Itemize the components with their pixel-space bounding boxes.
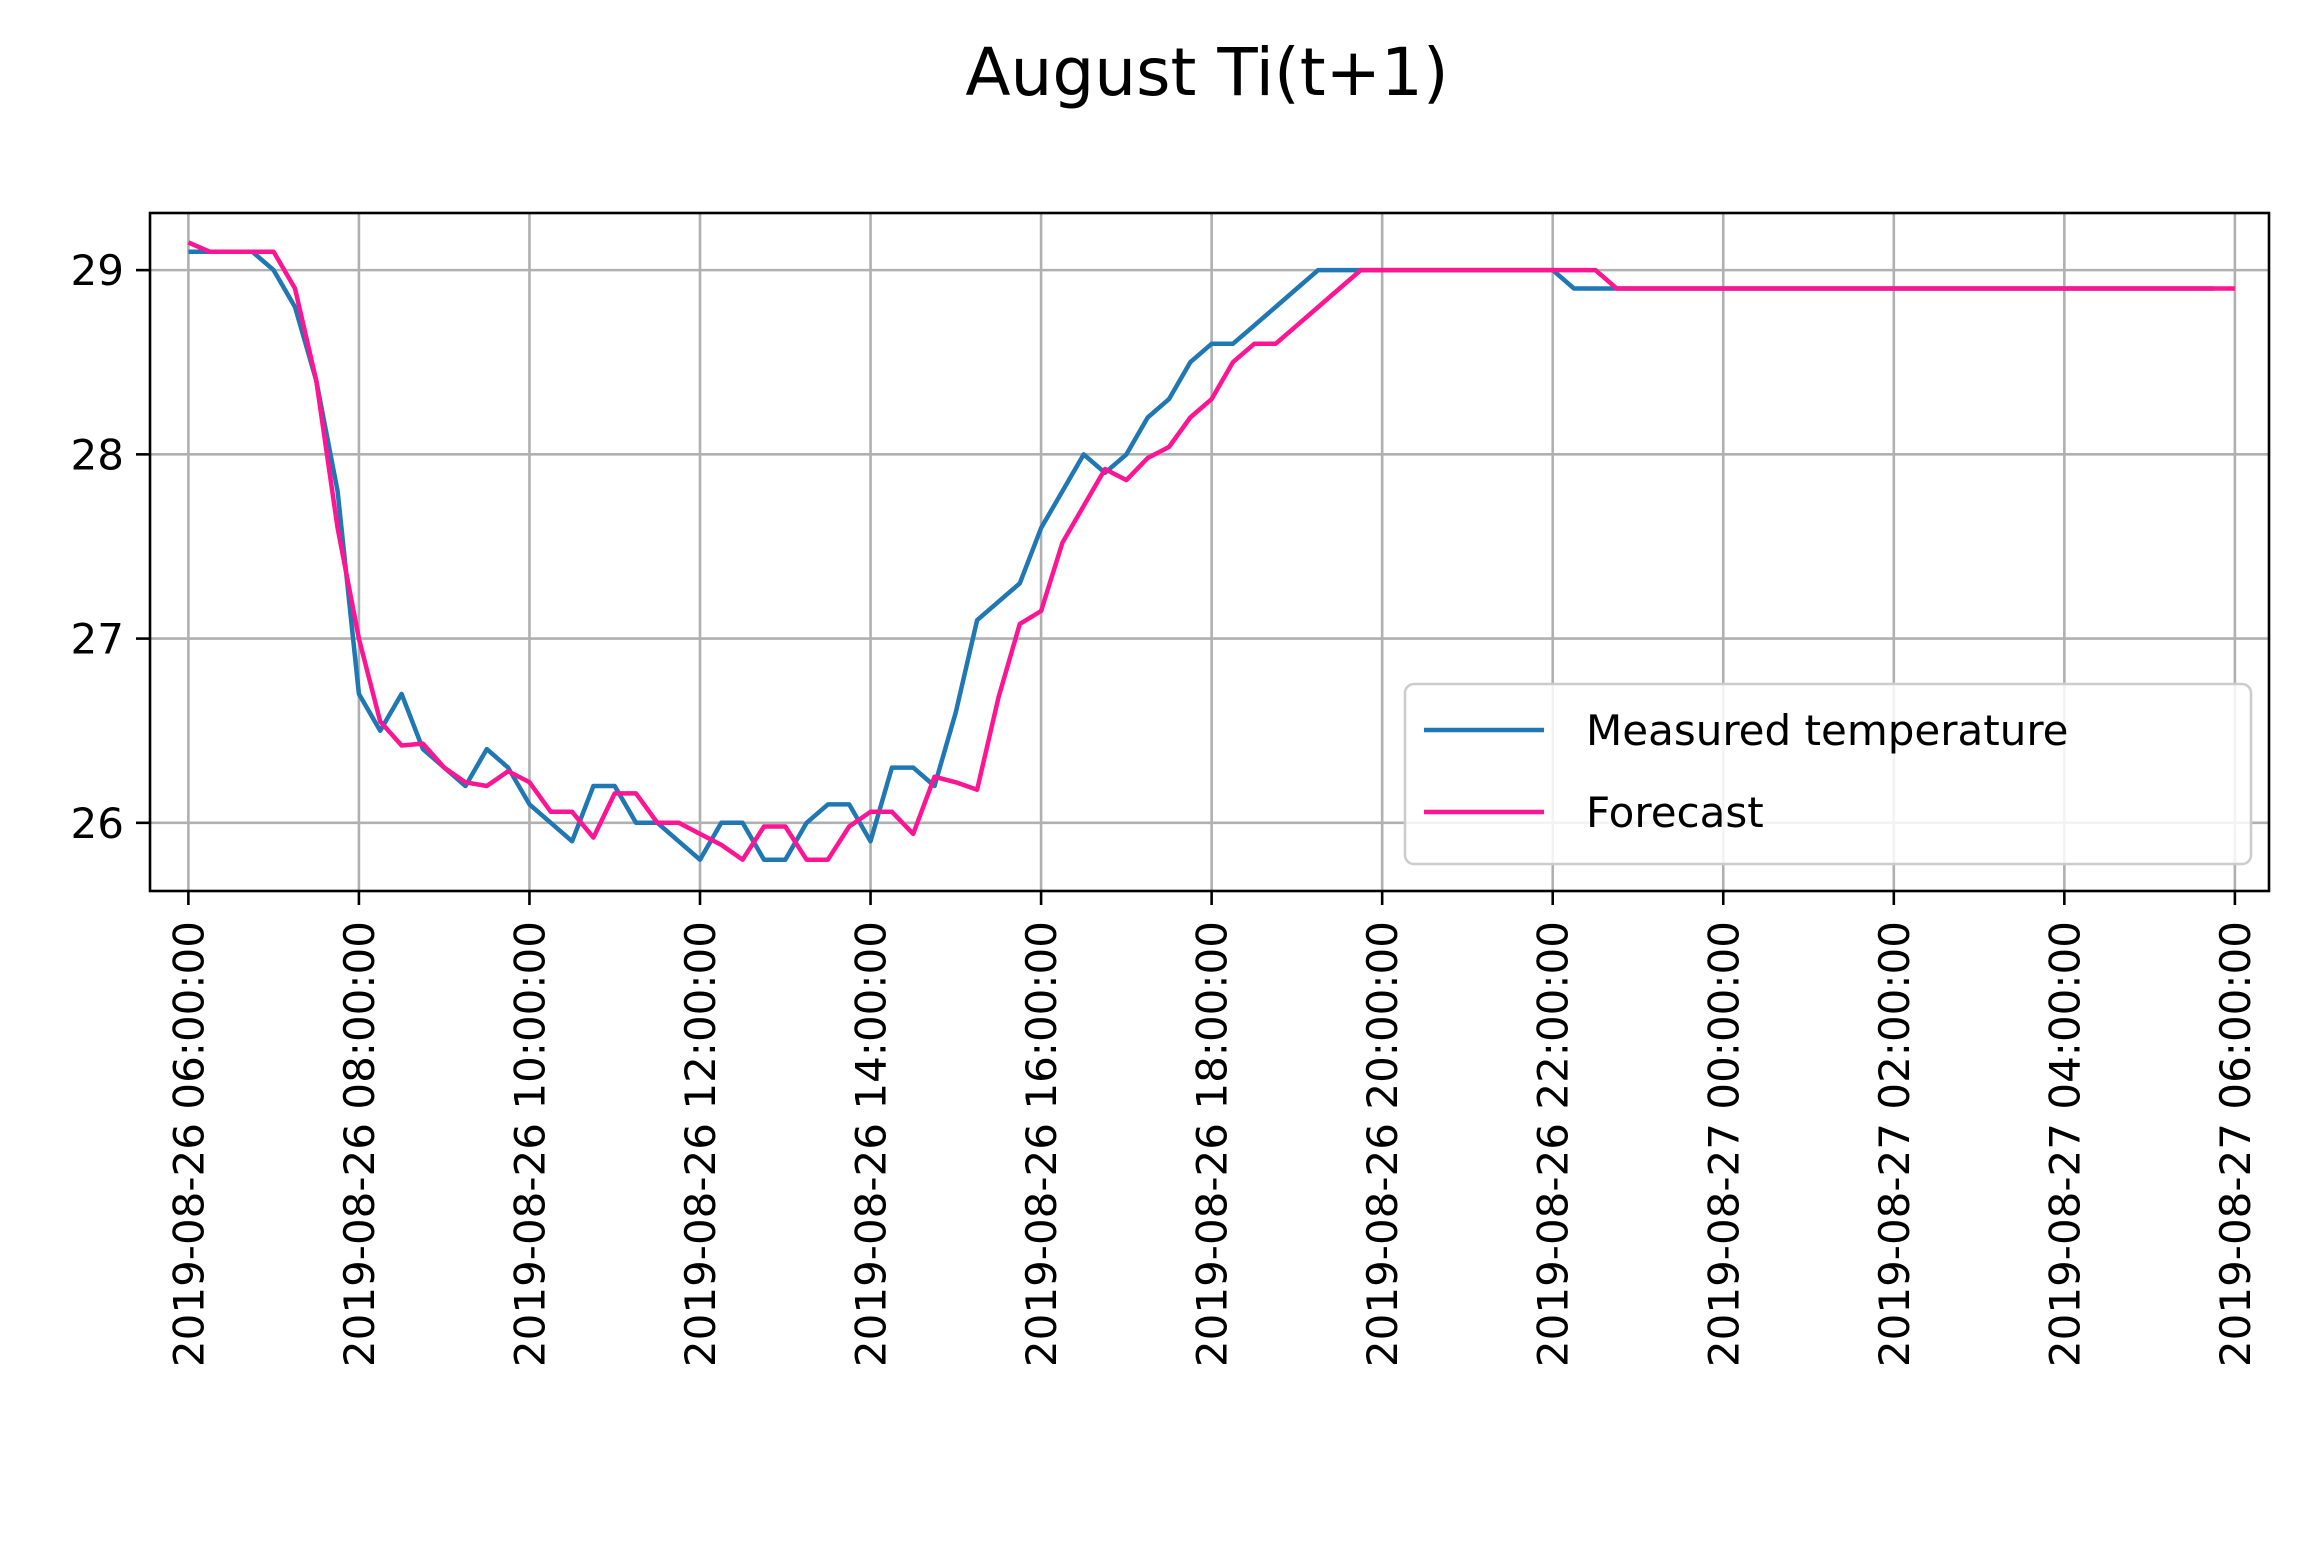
- x-tick-label: 2019-08-26 14:00:00: [847, 921, 896, 1367]
- x-tick-label: 2019-08-27 00:00:00: [1699, 921, 1748, 1367]
- y-tick-label: 29: [71, 246, 124, 295]
- x-tick-label: 2019-08-26 06:00:00: [164, 921, 213, 1367]
- y-tick-label: 26: [71, 799, 124, 848]
- x-tick-label: 2019-08-26 10:00:00: [505, 921, 554, 1367]
- chart-title: August Ti(t+1): [965, 34, 1448, 111]
- legend-label-forecast: Forecast: [1586, 788, 1764, 837]
- series-line-forecast: [187, 240, 2235, 862]
- series-lines: [187, 240, 2235, 862]
- legend-frame: [1403, 682, 2253, 866]
- x-tick-label: 2019-08-26 20:00:00: [1358, 921, 1407, 1367]
- y-tick-label: 27: [71, 615, 124, 664]
- legend: Measured temperature Forecast: [1403, 682, 2253, 866]
- x-tick-label: 2019-08-26 16:00:00: [1017, 921, 1066, 1367]
- x-tick-label: 2019-08-27 02:00:00: [1870, 921, 1919, 1367]
- plot-area-frame: [148, 211, 2271, 893]
- x-tick-label: 2019-08-27 04:00:00: [2040, 921, 2089, 1367]
- x-tick-label: 2019-08-26 22:00:00: [1529, 921, 1578, 1367]
- x-tick-label: 2019-08-26 18:00:00: [1188, 921, 1237, 1367]
- x-tick-label: 2019-08-26 08:00:00: [335, 921, 384, 1367]
- x-tick-label: 2019-08-26 12:00:00: [676, 921, 725, 1367]
- x-tick-label: 2019-08-27 06:00:00: [2211, 921, 2260, 1367]
- legend-label-measured: Measured temperature: [1586, 706, 2069, 755]
- axis-ticks: 2019-08-26 06:00:00 2019-08-26 08:00:00 20…: [71, 246, 2260, 1367]
- y-tick-label: 28: [71, 430, 124, 479]
